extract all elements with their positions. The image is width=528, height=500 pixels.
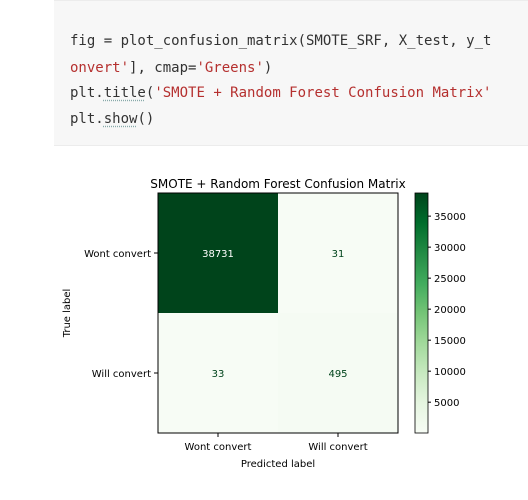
colorbar-ticks: 5000 10000 15000 20000 25000 30000 35000 [428,212,466,409]
chart-title: SMOTE + Random Forest Confusion Matrix [150,177,405,191]
colorbar-tick-label: 15000 [434,336,466,347]
code-line-1: fig = plot_confusion_matrix(SMOTE_SRF, X… [70,33,491,49]
y-tick-labels: Wont convert Will convert [84,249,158,380]
colorbar-tick-label: 30000 [434,243,466,254]
y-tick-label: Wont convert [84,249,151,260]
colorbar [415,193,428,433]
colorbar-tick-label: 20000 [434,305,466,316]
cell-value-label: 495 [328,369,347,380]
confusion-matrix-figure: SMOTE + Random Forest Confusion Matrix 3… [0,160,528,500]
cell-value-label: 33 [212,369,225,380]
code-line-4: plt.show() [70,111,154,127]
x-tick-labels: Wont convert Will convert [185,433,368,453]
code-line-3: plt.title('SMOTE + Random Forest Confusi… [70,85,491,101]
code-cell[interactable]: fig = plot_confusion_matrix(SMOTE_SRF, X… [54,0,528,146]
colorbar-tick-label: 5000 [434,398,459,409]
colorbar-tick-label: 25000 [434,274,466,285]
cell-value-label: 38731 [202,249,234,260]
x-tick-label: Will convert [308,442,367,453]
cell-value-label: 31 [332,249,345,260]
y-tick-label: Will convert [92,369,151,380]
colorbar-tick-label: 10000 [434,367,466,378]
colorbar-tick-label: 35000 [434,212,466,223]
matrix-cells: 38731 31 33 495 [158,193,398,433]
x-tick-label: Wont convert [185,442,252,453]
x-axis-label: Predicted label [241,459,315,470]
y-axis-label: True label [62,289,73,339]
code-line-2: onvert'], cmap='Greens') [70,60,272,76]
